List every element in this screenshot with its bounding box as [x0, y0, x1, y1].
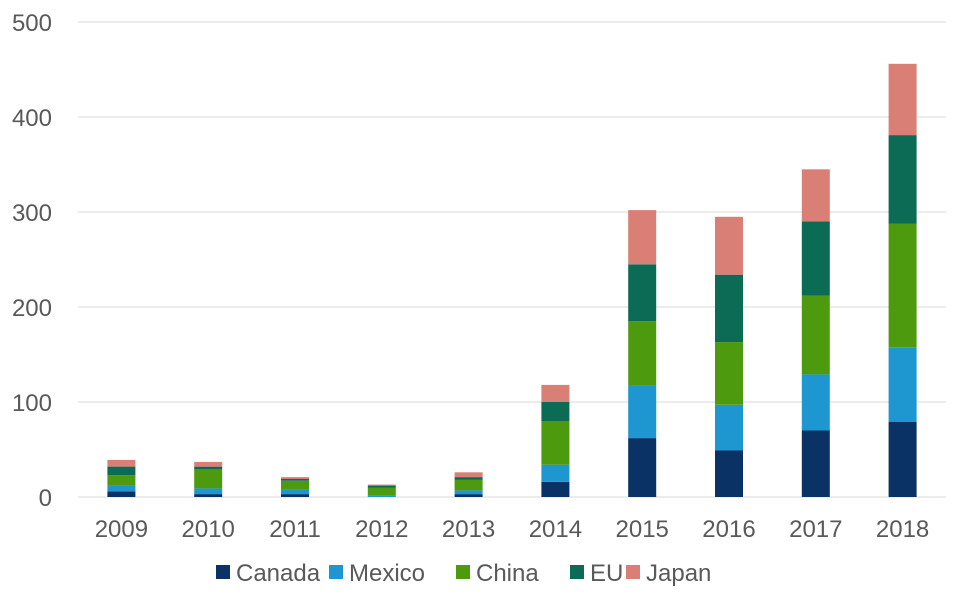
bar-japan-2017: [801, 169, 830, 222]
bar-china-2018: [888, 223, 917, 348]
legend-label: China: [476, 560, 539, 587]
legend-label: Canada: [236, 560, 321, 587]
legend-label: Japan: [646, 560, 711, 587]
bar-japan-2015: [628, 210, 657, 265]
bar-mexico-2012: [367, 495, 396, 497]
legend-swatch: [626, 565, 640, 579]
bar-eu-2013: [454, 477, 483, 480]
bar-japan-2010: [194, 461, 223, 467]
bar-china-2017: [801, 295, 830, 375]
bar-canada-2009: [107, 491, 136, 497]
bar-mexico-2011: [281, 489, 309, 495]
bar-japan-2018: [888, 63, 917, 136]
bar-mexico-2013: [454, 490, 483, 495]
y-tick-label: 100: [12, 390, 52, 417]
y-tick-label: 300: [12, 200, 52, 227]
x-tick-label: 2018: [876, 516, 929, 543]
bar-japan-2013: [454, 472, 483, 478]
x-axis-ticks: 2009 2010 2011 2012 2013 2014 2015 2016 2017 2018: [95, 516, 930, 543]
bar-canada-2013: [454, 494, 483, 497]
bar-mexico-2018: [888, 347, 917, 422]
bars: [107, 63, 917, 497]
x-tick-label: 2014: [529, 516, 582, 543]
bar-japan-2009: [107, 459, 136, 467]
x-tick-label: 2009: [95, 516, 148, 543]
bar-eu-2015: [628, 264, 657, 322]
bar-china-2009: [107, 475, 136, 486]
legend-item-eu: EU: [570, 560, 623, 587]
bar-japan-2011: [281, 477, 309, 479]
y-tick-label: 200: [12, 295, 52, 322]
bar-canada-2014: [541, 481, 570, 497]
bar-canada-2018: [888, 421, 917, 497]
bar-mexico-2014: [541, 464, 570, 482]
bar-eu-2018: [888, 135, 917, 224]
bar-china-2010: [194, 469, 223, 489]
legend-label: EU: [590, 560, 623, 587]
bar-japan-2014: [541, 384, 570, 402]
legend-label: Mexico: [349, 560, 425, 587]
legend-swatch: [570, 565, 584, 579]
bar-mexico-2015: [628, 385, 657, 439]
bar-china-2012: [367, 487, 396, 496]
legend-swatch: [216, 565, 230, 579]
bar-mexico-2010: [194, 488, 223, 495]
legend: Canada Mexico China EU Japan: [216, 560, 711, 587]
legend-item-mexico: Mexico: [329, 560, 425, 587]
bar-japan-2012: [367, 484, 396, 486]
bar-canada-2010: [194, 494, 223, 497]
bar-china-2013: [454, 479, 483, 491]
x-tick-label: 2010: [182, 516, 235, 543]
bar-canada-2015: [628, 438, 657, 497]
bar-eu-2014: [541, 402, 570, 421]
x-tick-label: 2017: [789, 516, 842, 543]
bar-canada-2017: [801, 430, 830, 497]
y-axis-ticks: 0 100 200 300 400 500: [12, 10, 52, 512]
bar-mexico-2016: [715, 404, 743, 451]
x-tick-label: 2015: [616, 516, 669, 543]
bar-eu-2010: [194, 466, 223, 470]
bar-eu-2009: [107, 466, 136, 476]
y-tick-label: 0: [39, 485, 52, 512]
legend-item-canada: Canada: [216, 560, 321, 587]
x-tick-label: 2016: [702, 516, 755, 543]
bar-canada-2016: [715, 450, 743, 497]
x-tick-label: 2012: [355, 516, 408, 543]
bar-eu-2011: [281, 478, 309, 481]
bar-eu-2016: [715, 274, 743, 343]
grid: [78, 21, 946, 498]
bar-mexico-2009: [107, 485, 136, 492]
bar-china-2011: [281, 480, 309, 490]
legend-item-china: China: [456, 560, 539, 587]
y-tick-label: 400: [12, 105, 52, 132]
legend-swatch: [329, 565, 343, 579]
bar-eu-2017: [801, 221, 830, 296]
x-tick-label: 2011: [269, 516, 321, 543]
bar-mexico-2017: [801, 374, 830, 431]
bar-canada-2011: [281, 494, 309, 497]
bar-china-2016: [715, 342, 743, 405]
legend-swatch: [456, 565, 470, 579]
bar-china-2015: [628, 321, 657, 386]
bar-eu-2012: [367, 485, 396, 488]
y-tick-label: 500: [12, 10, 52, 37]
x-tick-label: 2013: [442, 516, 495, 543]
legend-item-japan: Japan: [626, 560, 711, 587]
bar-china-2014: [541, 421, 570, 465]
bar-japan-2016: [715, 216, 743, 275]
